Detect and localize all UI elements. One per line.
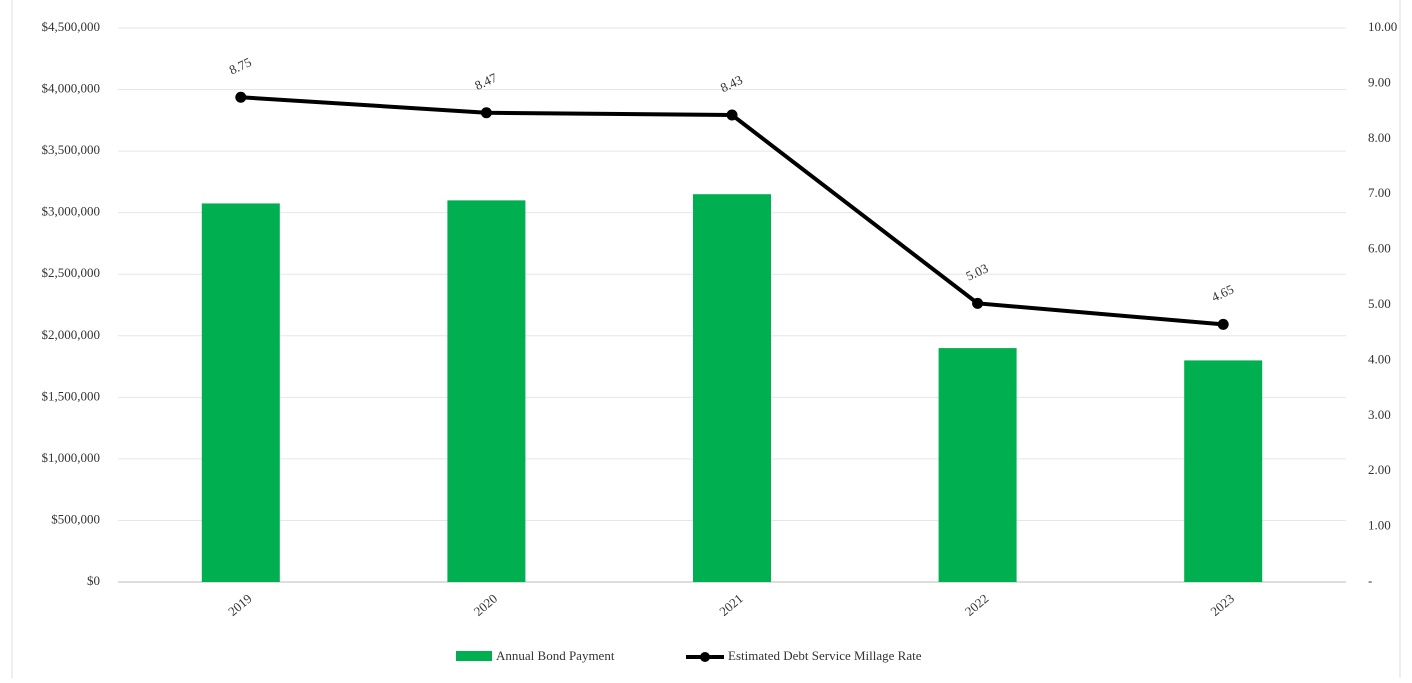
y2-tick-label: 4.00 [1368, 351, 1391, 366]
bar [1184, 360, 1263, 582]
x-tick-label: 2019 [225, 591, 255, 619]
x-tick-label: 2022 [962, 591, 992, 619]
y-tick-label: $2,500,000 [42, 265, 101, 280]
line-marker [480, 107, 492, 119]
y2-tick-label: 5.00 [1368, 296, 1391, 311]
y2-tick-label: - [1368, 573, 1372, 588]
legend-label: Annual Bond Payment [496, 648, 615, 663]
y-tick-label: $500,000 [51, 511, 100, 526]
x-tick-label: 2023 [1207, 591, 1237, 619]
legend-label: Estimated Debt Service Millage Rate [728, 648, 922, 663]
bar [938, 348, 1017, 582]
y2-tick-label: 6.00 [1368, 241, 1391, 256]
y-tick-label: $0 [87, 573, 100, 588]
y2-tick-label: 1.00 [1368, 518, 1391, 533]
bar [447, 200, 526, 582]
y2-tick-label: 10.00 [1368, 19, 1397, 34]
data-label: 5.03 [963, 260, 990, 283]
bar [201, 203, 280, 582]
y-tick-label: $4,000,000 [42, 81, 101, 96]
y2-tick-label: 7.00 [1368, 185, 1391, 200]
y2-tick-label: 3.00 [1368, 407, 1391, 422]
line-marker [1217, 318, 1229, 330]
bar [693, 194, 771, 582]
legend-swatch [456, 651, 492, 661]
line-marker [235, 91, 247, 103]
y-tick-label: $1,500,000 [42, 388, 101, 403]
y-tick-label: $1,000,000 [42, 450, 101, 465]
y-tick-label: $3,000,000 [42, 204, 101, 219]
y2-tick-label: 9.00 [1368, 74, 1391, 89]
y-tick-label: $2,000,000 [42, 327, 101, 342]
y2-tick-label: 2.00 [1368, 462, 1391, 477]
x-tick-label: 2020 [471, 591, 501, 619]
y-tick-label: $3,500,000 [42, 142, 101, 157]
y-tick-label: $4,500,000 [42, 19, 101, 34]
line-marker [726, 109, 738, 121]
legend-marker [700, 652, 710, 662]
data-label: 4.65 [1209, 281, 1236, 304]
data-label: 8.43 [718, 72, 745, 95]
line-marker [972, 297, 984, 309]
data-label: 8.75 [227, 54, 254, 77]
x-tick-label: 2021 [716, 591, 746, 619]
y2-tick-label: 8.00 [1368, 130, 1391, 145]
